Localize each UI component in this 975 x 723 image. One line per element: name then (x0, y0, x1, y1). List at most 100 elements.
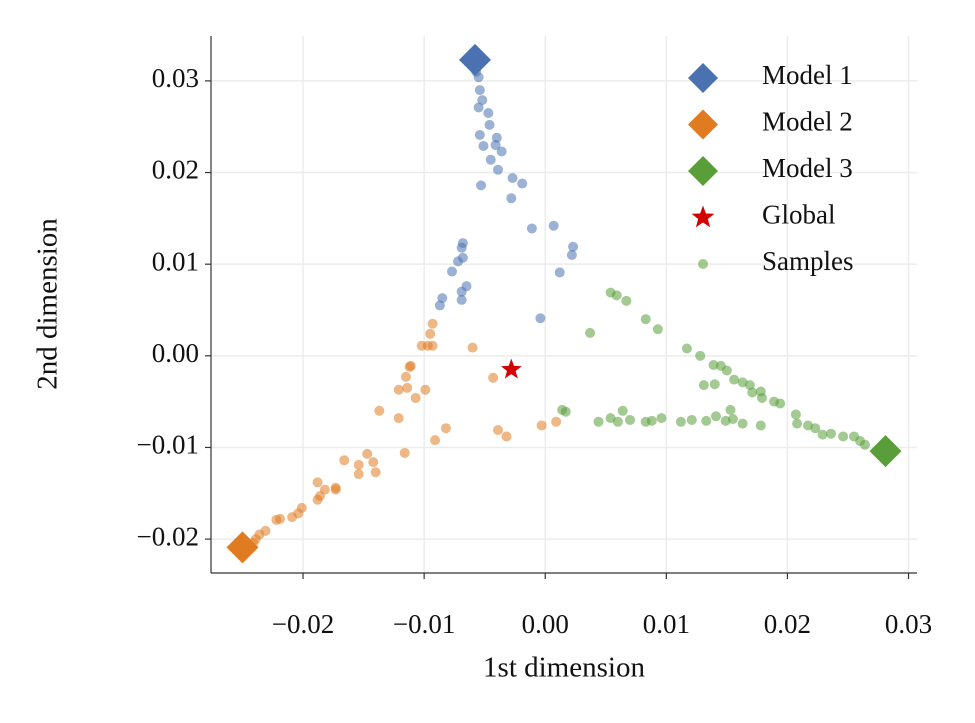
x-tick-label: 0.03 (885, 609, 932, 639)
y-tick-label: 0.01 (152, 246, 199, 276)
sample-point (507, 173, 518, 184)
legend-marker (698, 259, 708, 269)
sample-point (755, 386, 766, 397)
sample-point (491, 132, 502, 143)
sample-point (353, 469, 364, 480)
sample-point (640, 416, 651, 427)
model-marker (869, 435, 902, 468)
y-tick-label: 0.02 (152, 155, 199, 185)
sample-point (393, 384, 404, 395)
sample-point (474, 129, 485, 140)
legend-label: Samples (762, 246, 854, 276)
sample-point (566, 250, 577, 261)
sample-point (473, 102, 484, 113)
sample-point (652, 324, 663, 335)
sample-point (792, 418, 803, 429)
sample-point (490, 140, 501, 151)
sample-point (496, 146, 507, 157)
sample-point (617, 405, 628, 416)
sample-point (624, 414, 635, 425)
sample-point (526, 223, 537, 234)
sample-point (737, 418, 748, 429)
sample-point (420, 384, 431, 395)
sample-point (416, 340, 427, 351)
sample-point (393, 413, 404, 424)
global-marker (500, 358, 522, 379)
sample-point (339, 455, 350, 466)
sample-point (568, 241, 579, 252)
sample-point (517, 178, 528, 189)
sample-point (548, 220, 559, 231)
sample-point (368, 457, 379, 468)
sample-point (859, 439, 870, 450)
y-tick-label: 0.03 (152, 63, 199, 93)
sample-point (456, 286, 467, 297)
sample-point (621, 295, 632, 306)
sample-point (611, 290, 622, 301)
sample-point (536, 420, 547, 431)
legend-marker (688, 63, 718, 93)
y-axis-label: 2nd dimension (32, 218, 64, 390)
y-tick-label: −0.01 (137, 430, 199, 460)
sample-point (287, 512, 298, 523)
legend-label: Global (762, 200, 836, 230)
sample-point (701, 415, 712, 426)
sample-point (681, 343, 692, 354)
sample-point (747, 387, 758, 398)
legend-label: Model 2 (762, 107, 853, 137)
sample-point (493, 164, 504, 175)
sample-point (434, 300, 445, 311)
sample-point (551, 416, 562, 427)
sample-point (488, 372, 499, 383)
x-tick-label: −0.01 (393, 609, 455, 639)
sample-point (312, 477, 323, 488)
sample-point (370, 467, 381, 478)
sample-point (473, 72, 484, 83)
sample-point (810, 423, 821, 434)
sample-point (720, 415, 731, 426)
sample-point (710, 411, 721, 422)
sample-point (695, 350, 706, 361)
sample-point (400, 371, 411, 382)
sample-point (399, 447, 410, 458)
sample-point (675, 416, 686, 427)
sample-point (271, 514, 282, 525)
sample-point (402, 382, 413, 393)
sample-point (501, 431, 512, 442)
sample-point (725, 404, 736, 415)
legend-marker (688, 156, 718, 186)
sample-point (330, 484, 341, 495)
sample-point (535, 313, 546, 324)
x-tick-label: 0.02 (764, 609, 811, 639)
sample-point (775, 398, 786, 409)
sample-point (430, 435, 441, 446)
legend-marker (688, 109, 718, 140)
model-marker (458, 43, 491, 76)
sample-point (427, 318, 438, 329)
sample-point (554, 267, 565, 278)
sample-point (721, 365, 732, 376)
sample-point (593, 416, 604, 427)
sample-point (755, 420, 766, 431)
sample-point (425, 328, 436, 339)
x-tick-label: 0.00 (522, 609, 569, 639)
sample-point (557, 404, 568, 415)
sample-point (446, 266, 457, 277)
legend-label: Model 3 (762, 153, 853, 183)
sample-point (826, 428, 837, 439)
sample-point (506, 193, 517, 204)
x-tick-label: −0.02 (272, 609, 334, 639)
sample-point (708, 359, 719, 370)
sample-point (838, 431, 849, 442)
sample-point (467, 342, 478, 353)
sample-point (353, 459, 364, 470)
sample-point (404, 361, 415, 372)
sample-point (585, 327, 596, 338)
sample-point (656, 413, 667, 424)
legend-label: Model 1 (762, 60, 853, 90)
sample-point (698, 380, 709, 391)
y-tick-label: −0.02 (137, 521, 199, 551)
sample-point (427, 340, 438, 351)
sample-point (374, 405, 385, 416)
